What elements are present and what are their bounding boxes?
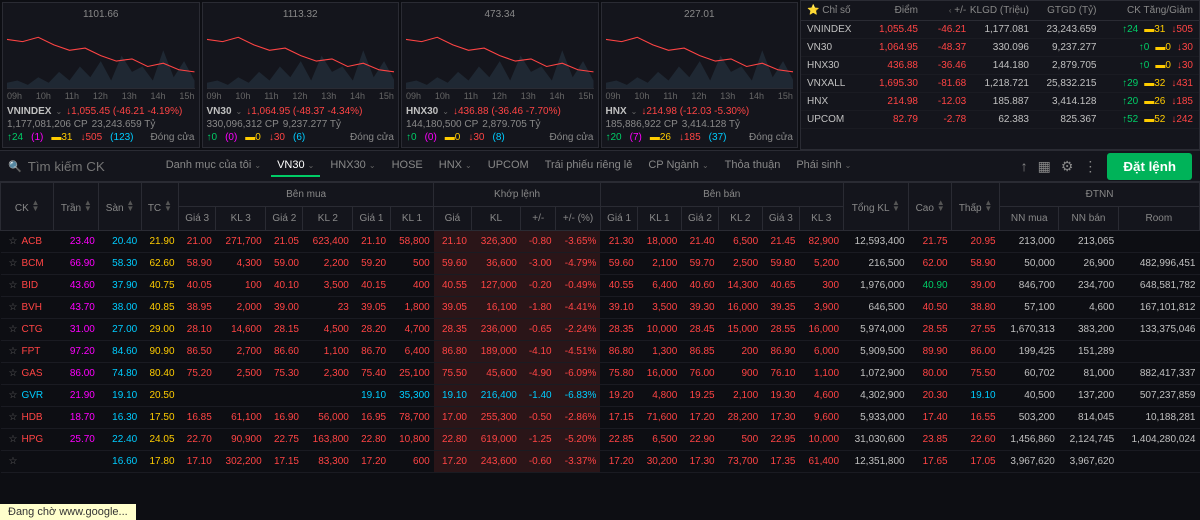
table-row[interactable]: ☆BID 43.60 37.90 40.75 40.05100 40.103,5…: [1, 275, 1200, 297]
col-cao[interactable]: Cao ▲▼: [909, 183, 952, 231]
stock-table: CK ▲▼ Trần ▲▼ Sàn ▲▼ TC ▲▼ Bên mua Khớp …: [0, 182, 1200, 473]
chart-panel-VNINDEX[interactable]: 1101.66 09h10h11h12h13h14h15h VNINDEX⌄ ↓…: [2, 2, 200, 148]
col-thap[interactable]: Thấp ▲▼: [952, 183, 1000, 231]
order-button[interactable]: Đặt lệnh: [1107, 153, 1192, 180]
table-row[interactable]: ☆ACB 23.40 20.40 21.90 21.00271,700 21.0…: [1, 231, 1200, 253]
table-row[interactable]: ☆GAS 86.00 74.80 80.40 75.202,500 75.302…: [1, 363, 1200, 385]
upload-icon[interactable]: ↑: [1021, 158, 1028, 174]
tab-Phái-sinh[interactable]: Phái sinh ⌄: [790, 155, 857, 177]
search-box[interactable]: 🔍: [8, 159, 148, 174]
table-row[interactable]: ☆HDB 18.70 16.30 17.50 16.8561,100 16.90…: [1, 407, 1200, 429]
tab-CP-Ngành[interactable]: CP Ngành ⌄: [642, 155, 714, 177]
table-row[interactable]: ☆BCM 66.90 58.30 62.60 58.904,300 59.002…: [1, 253, 1200, 275]
chart-panel-HNX30[interactable]: 473.34 09h10h11h12h13h14h15h HNX30⌄ ↓436…: [401, 2, 599, 148]
chart-panel-VN30[interactable]: 1113.32 09h10h11h12h13h14h15h VN30⌄ ↓1,0…: [202, 2, 400, 148]
col-tongkl[interactable]: Tổng KL ▲▼: [843, 183, 909, 231]
index-row-HNX30[interactable]: HNX30 436.88 -36.46 144.180 2,879.705 ↑0…: [801, 57, 1199, 75]
grid-icon[interactable]: ▦: [1038, 158, 1051, 175]
table-row[interactable]: ☆HPG 25.70 22.40 24.05 22.7090,900 22.75…: [1, 429, 1200, 451]
top-section: 1101.66 09h10h11h12h13h14h15h VNINDEX⌄ ↓…: [0, 0, 1200, 150]
table-row[interactable]: ☆FPT 97.20 84.60 90.90 86.502,700 86.601…: [1, 341, 1200, 363]
tab-UPCOM[interactable]: UPCOM: [482, 155, 535, 177]
col-ck[interactable]: CK ▲▼: [1, 183, 54, 231]
col-khoplenh: Khớp lệnh: [434, 183, 601, 207]
index-row-VNINDEX[interactable]: VNINDEX 1,055.45 -46.21 1,177.081 23,243…: [801, 21, 1199, 39]
tab-Trái-phiếu-riêng-lẻ[interactable]: Trái phiếu riêng lẻ: [539, 155, 639, 177]
table-row[interactable]: ☆GVR 21.90 19.10 20.50 19.1035,300 19.10…: [1, 385, 1200, 407]
tab-Thỏa-thuận[interactable]: Thỏa thuận: [719, 155, 787, 177]
tab-Danh-mục-của-tôi[interactable]: Danh mục của tôi ⌄: [160, 155, 267, 177]
table-row[interactable]: ☆ 16.60 17.80 17.10302,200 17.1583,300 1…: [1, 451, 1200, 473]
table-row[interactable]: ☆BVH 43.70 38.00 40.85 38.952,000 39.002…: [1, 297, 1200, 319]
col-tc[interactable]: TC ▲▼: [141, 183, 178, 231]
index-summary-table: ⭐ Chỉ số Điểm ‹ +/- KLGD (Triệu) GTGD (T…: [800, 0, 1200, 150]
index-row-UPCOM[interactable]: UPCOM 82.79 -2.78 62.383 825.367 ↑52▬52↓…: [801, 111, 1199, 129]
tab-VN30[interactable]: VN30 ⌄: [271, 155, 320, 177]
mini-charts: 1101.66 09h10h11h12h13h14h15h VNINDEX⌄ ↓…: [0, 0, 800, 150]
tab-HNX[interactable]: HNX ⌄: [433, 155, 478, 177]
table-row[interactable]: ☆CTG 31.00 27.00 29.00 28.1014,600 28.15…: [1, 319, 1200, 341]
search-icon: 🔍: [8, 160, 22, 173]
toolbar: 🔍 Danh mục của tôi ⌄VN30 ⌄HNX30 ⌄HOSEHNX…: [0, 150, 1200, 182]
col-san[interactable]: Sàn ▲▼: [99, 183, 141, 231]
index-row-HNX[interactable]: HNX 214.98 -12.03 185.887 3,414.128 ↑20▬…: [801, 93, 1199, 111]
index-row-VN30[interactable]: VN30 1,064.95 -48.37 330.096 9,237.277 ↑…: [801, 39, 1199, 57]
col-tran[interactable]: Trần ▲▼: [54, 183, 99, 231]
status-bar: Đang chờ www.google...: [0, 504, 136, 520]
tab-HNX30[interactable]: HNX30 ⌄: [324, 155, 381, 177]
chart-panel-HNX[interactable]: 227.01 09h10h11h12h13h14h15h HNX⌄ ↓214.9…: [601, 2, 799, 148]
col-dtnn: ĐTNN: [1000, 183, 1200, 207]
col-benmua: Bên mua: [179, 183, 434, 207]
index-table-header: ⭐ Chỉ số Điểm ‹ +/- KLGD (Triệu) GTGD (T…: [801, 1, 1199, 21]
tab-HOSE[interactable]: HOSE: [386, 155, 429, 177]
col-benban: Bên bán: [600, 183, 843, 207]
settings-icon[interactable]: ⚙: [1061, 158, 1074, 175]
search-input[interactable]: [28, 159, 148, 174]
more-icon[interactable]: ⋮: [1083, 158, 1097, 175]
index-row-VNXALL[interactable]: VNXALL 1,695.30 -81.68 1,218.721 25,832.…: [801, 75, 1199, 93]
